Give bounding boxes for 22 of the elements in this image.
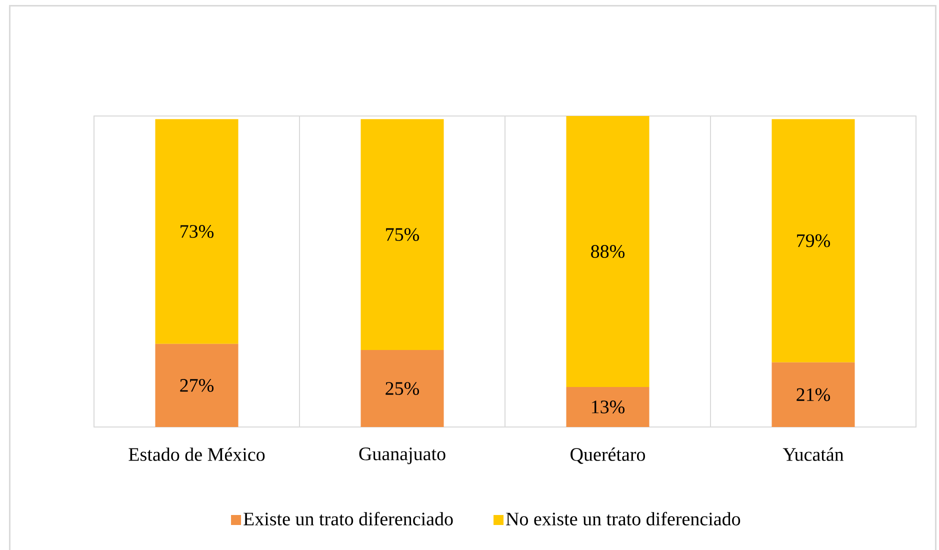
data-label: 88% [591, 245, 625, 258]
data-label: 21% [796, 388, 830, 402]
data-label: 13% [592, 400, 625, 414]
data-label: 75% [386, 228, 420, 241]
data-label: 73% [180, 225, 214, 238]
x-tick-label: Estado de México [128, 448, 265, 461]
bar [155, 119, 238, 344]
bar [155, 344, 238, 427]
x-tick-label: Querétaro [570, 448, 646, 464]
bar [566, 386, 650, 427]
data-label: 25% [386, 382, 420, 395]
legend-label: Existe un trato diferenciado [244, 512, 453, 526]
bar [360, 119, 444, 350]
legend-label: No existe un trato diferenciado [506, 512, 740, 526]
x-tick-label: Yucatán [782, 448, 844, 461]
data-label: 79% [797, 234, 830, 248]
bar [566, 116, 650, 387]
bar [360, 350, 444, 427]
bar [772, 119, 855, 362]
x-tick-label: Guanajuato [359, 448, 446, 464]
bar [772, 362, 855, 427]
data-label: 27% [180, 378, 214, 392]
